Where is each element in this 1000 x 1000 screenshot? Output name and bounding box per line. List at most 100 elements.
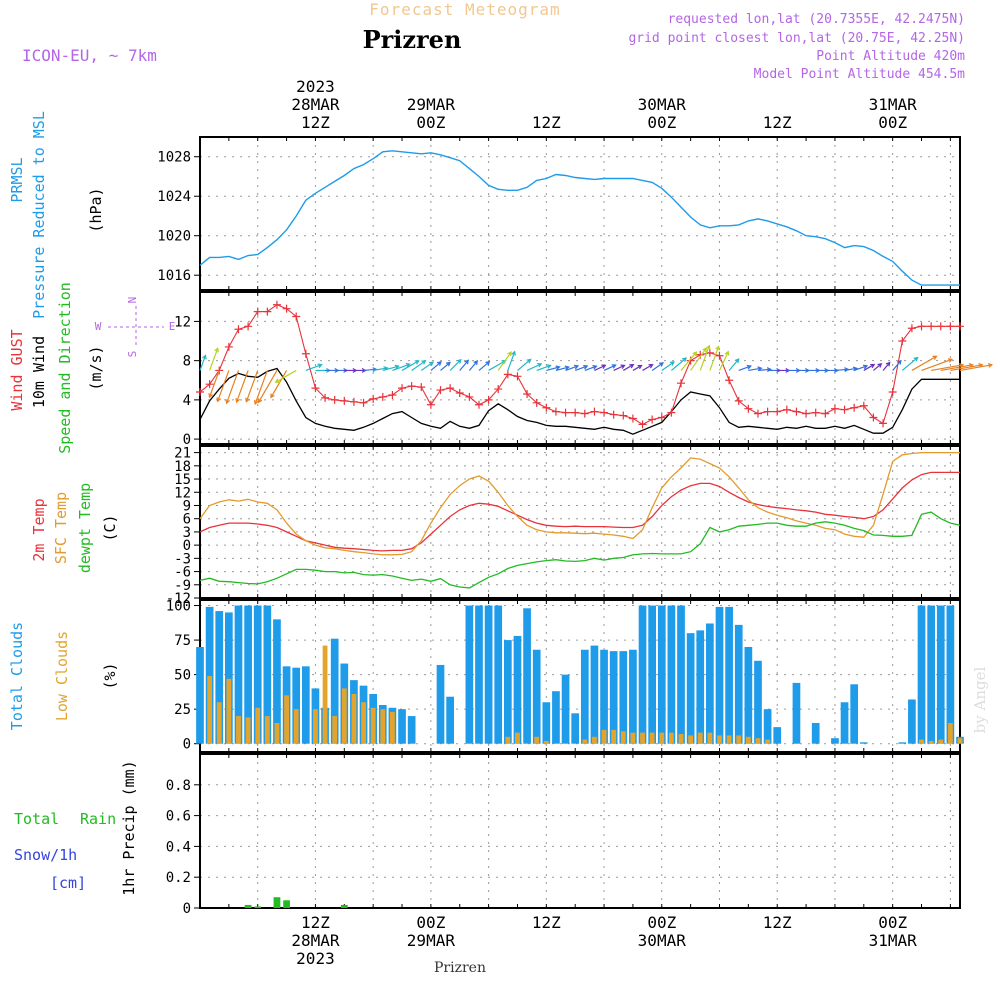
total-cloud-bar bbox=[590, 645, 599, 744]
total-cloud-bar bbox=[436, 664, 445, 744]
wind-direction-arrow bbox=[392, 362, 411, 372]
low-cloud-bar bbox=[611, 729, 617, 744]
low-cloud-bar bbox=[717, 735, 722, 744]
compass-n: N bbox=[126, 297, 139, 304]
gust-marker bbox=[840, 405, 849, 414]
total-cloud-bar bbox=[196, 646, 204, 744]
cloud-label-total: Total Clouds bbox=[8, 622, 26, 730]
total-cloud-bar bbox=[657, 605, 666, 744]
total-cloud-bar bbox=[571, 713, 580, 744]
pressure-panel: 1016 1020 1024 1028 bbox=[157, 136, 961, 291]
total-cloud-bar bbox=[667, 605, 676, 744]
time-label-top: 12Z bbox=[763, 113, 792, 132]
low-cloud-bar bbox=[370, 707, 376, 744]
time-label-top: 31MAR bbox=[869, 95, 918, 114]
gust-marker bbox=[513, 372, 522, 381]
gust-marker bbox=[253, 307, 262, 316]
total-cloud-bar bbox=[465, 605, 474, 744]
gust-marker bbox=[378, 392, 387, 401]
wind-direction-arrow bbox=[209, 347, 219, 371]
gust-marker bbox=[407, 382, 416, 391]
gust-marker bbox=[282, 304, 291, 313]
gust-marker bbox=[417, 383, 426, 392]
temp-label-sfc: SFC Temp bbox=[52, 492, 70, 564]
gust-marker bbox=[763, 407, 772, 416]
wind-direction-arrow bbox=[517, 358, 532, 371]
total-cloud-bar bbox=[927, 605, 935, 744]
low-cloud-bar bbox=[620, 731, 626, 744]
temp-unit: (C) bbox=[101, 514, 119, 541]
precip-label-total: Total bbox=[14, 810, 59, 828]
wind-direction-arrow bbox=[305, 363, 323, 372]
gust-marker bbox=[782, 405, 791, 414]
precip-bar bbox=[273, 897, 281, 908]
gust-marker bbox=[734, 396, 743, 405]
total-cloud-bar bbox=[725, 606, 733, 744]
time-label-top: 12Z bbox=[301, 113, 330, 132]
wind-direction-arrow bbox=[468, 359, 479, 371]
wind-direction-arrow bbox=[901, 356, 919, 371]
gust-marker bbox=[686, 356, 695, 365]
compass-w: W bbox=[95, 320, 102, 333]
wind-direction-arrow bbox=[208, 370, 220, 399]
total-cloud-bar bbox=[513, 635, 522, 744]
pressure-labels: PRMSL Pressure Reduced to MSL (hPa) bbox=[8, 111, 105, 319]
wind-direction-arrow bbox=[873, 362, 883, 371]
wind-direction-arrow bbox=[594, 364, 607, 371]
cloud-label-low: Low Clouds bbox=[53, 631, 71, 721]
wind-direction-arrow bbox=[853, 364, 869, 372]
gust-marker bbox=[898, 337, 907, 346]
gust-marker bbox=[850, 403, 859, 412]
total-cloud-bar bbox=[475, 605, 483, 744]
total-cloud-bar bbox=[407, 716, 416, 744]
wind-direction-arrow bbox=[613, 364, 626, 371]
wind-direction-arrow bbox=[546, 365, 561, 372]
precip-label-snow: Snow/1h bbox=[14, 846, 77, 864]
compass-e: E bbox=[169, 320, 176, 333]
pressure-ytick-label: 1020 bbox=[157, 229, 191, 245]
requested-coords: requested lon,lat (20.7355E, 42.2475N) bbox=[668, 12, 965, 27]
time-label-bottom: 12Z bbox=[532, 913, 561, 932]
gust-marker bbox=[369, 394, 378, 403]
total-cloud-bar bbox=[292, 667, 301, 744]
wind-direction-arrow bbox=[270, 370, 288, 399]
gust-marker bbox=[532, 398, 541, 407]
footer-location: Prizren bbox=[434, 960, 486, 976]
temp-labels: 2m Temp SFC Temp dewpt Temp (C) bbox=[30, 483, 119, 573]
total-cloud-bar bbox=[908, 699, 916, 744]
temp-sfc-line bbox=[199, 451, 960, 556]
pressure-unit: (hPa) bbox=[87, 187, 105, 232]
gust-marker bbox=[494, 385, 503, 394]
temp-ytick-label: 12 bbox=[174, 485, 191, 501]
wind-direction-arrow bbox=[526, 363, 543, 371]
total-cloud-bar bbox=[648, 605, 656, 744]
total-cloud-bar bbox=[215, 611, 224, 744]
clouds-ytick-label: 0 bbox=[183, 737, 191, 753]
low-cloud-bar bbox=[236, 716, 241, 744]
time-label-top: 2023 bbox=[296, 77, 335, 96]
time-label-bottom: 31MAR bbox=[869, 931, 918, 950]
gust-marker bbox=[821, 409, 830, 418]
time-label-top: 00Z bbox=[878, 113, 907, 132]
wind-direction-arrow bbox=[728, 358, 740, 371]
wind-direction-arrow bbox=[199, 354, 207, 371]
wind-direction-arrow bbox=[863, 363, 876, 371]
gust-marker bbox=[311, 384, 320, 393]
total-cloud-bar bbox=[898, 742, 907, 744]
gust-marker bbox=[205, 380, 214, 389]
pressure-ytick-label: 1028 bbox=[157, 150, 191, 166]
total-cloud-bar bbox=[301, 666, 310, 744]
model-altitude: Model Point Altitude 454.5m bbox=[754, 67, 965, 82]
temp-ytick-label: 3 bbox=[183, 525, 191, 541]
wind-direction-arrow bbox=[911, 355, 938, 371]
low-cloud-bar bbox=[351, 693, 357, 744]
total-cloud-bar bbox=[917, 605, 926, 744]
total-cloud-bar bbox=[946, 605, 955, 744]
total-cloud-bar bbox=[273, 619, 281, 744]
temp-ytick-label: 15 bbox=[174, 472, 191, 488]
precip-bar bbox=[340, 904, 348, 908]
gust-marker bbox=[292, 312, 301, 321]
low-cloud-bar bbox=[390, 711, 395, 744]
wind-direction-arrow bbox=[253, 370, 268, 406]
wind-compass: N S W E bbox=[95, 297, 176, 358]
